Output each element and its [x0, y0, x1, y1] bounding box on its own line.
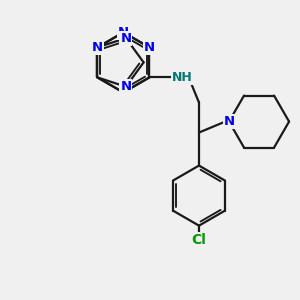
Text: N: N [224, 115, 235, 128]
Text: N: N [92, 41, 103, 54]
Text: N: N [144, 41, 155, 54]
Text: Cl: Cl [191, 233, 206, 247]
Text: N: N [118, 26, 129, 39]
Text: NH: NH [172, 71, 193, 84]
Text: N: N [120, 80, 131, 93]
Text: N: N [120, 32, 131, 45]
